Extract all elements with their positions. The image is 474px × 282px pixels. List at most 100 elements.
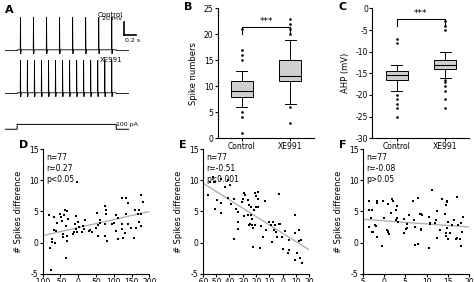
Point <box>61 213 68 217</box>
Point <box>78 230 86 235</box>
Y-axis label: AHP (mV): AHP (mV) <box>341 53 350 93</box>
Point <box>282 229 289 233</box>
Point <box>69 232 77 237</box>
Point <box>442 230 449 235</box>
Point <box>255 205 262 209</box>
Point <box>438 197 446 201</box>
Point <box>267 223 275 228</box>
Text: C: C <box>338 2 347 12</box>
Point <box>245 223 253 228</box>
Point <box>261 199 269 203</box>
Point <box>54 221 61 225</box>
Text: E: E <box>179 140 187 149</box>
Point <box>442 233 450 238</box>
Point <box>393 204 401 208</box>
Point <box>414 242 422 247</box>
Point <box>250 208 257 212</box>
Text: A: A <box>5 5 13 15</box>
Point <box>392 207 400 212</box>
Point <box>95 233 102 238</box>
Point <box>373 201 381 205</box>
Point <box>296 256 303 261</box>
Point <box>286 248 293 252</box>
Point <box>365 198 373 203</box>
Point <box>131 208 139 212</box>
Point <box>244 197 252 202</box>
Point <box>217 211 225 215</box>
Point <box>259 235 267 240</box>
Point <box>249 245 256 250</box>
Point <box>285 237 292 242</box>
Point <box>457 243 465 248</box>
Point <box>108 222 115 226</box>
Point <box>73 180 81 184</box>
Point <box>240 191 247 195</box>
Point <box>114 237 122 241</box>
Point <box>64 217 72 221</box>
Point <box>74 219 82 224</box>
Point <box>393 216 401 221</box>
Point <box>247 213 255 217</box>
Point <box>444 237 452 242</box>
Point <box>225 177 232 182</box>
Point <box>452 237 460 242</box>
Point <box>97 217 104 222</box>
Point <box>124 222 131 226</box>
Point <box>239 197 247 201</box>
Point <box>118 226 126 231</box>
Text: ***: *** <box>259 17 273 26</box>
Text: 20 mV: 20 mV <box>102 16 122 21</box>
PathPatch shape <box>386 71 408 80</box>
Point <box>275 222 283 227</box>
Point <box>118 222 126 227</box>
Point <box>284 251 292 255</box>
Point <box>122 195 130 200</box>
Point <box>458 230 465 234</box>
Point <box>387 210 394 215</box>
Point <box>49 237 56 242</box>
Y-axis label: # Spikes difference: # Spikes difference <box>14 170 23 253</box>
Point <box>48 240 56 245</box>
Point <box>57 215 65 219</box>
Point <box>262 228 269 232</box>
Point <box>257 224 264 229</box>
Text: ***: *** <box>414 9 428 18</box>
Point <box>135 207 143 212</box>
Point <box>450 218 458 222</box>
Point <box>367 216 375 220</box>
Point <box>388 197 396 201</box>
Text: D: D <box>19 140 28 149</box>
Text: n=77
r=0.27
p<0.05: n=77 r=0.27 p<0.05 <box>46 153 74 184</box>
Point <box>248 222 256 227</box>
Point <box>217 177 225 181</box>
Point <box>292 213 299 217</box>
Point <box>292 230 299 235</box>
Point <box>409 199 417 203</box>
Point <box>137 212 145 217</box>
Point <box>86 228 94 232</box>
Point <box>365 225 373 229</box>
Point <box>251 223 259 227</box>
Point <box>415 196 422 200</box>
Point <box>426 221 433 225</box>
Point <box>369 229 376 234</box>
Point <box>444 226 451 230</box>
Point <box>73 230 81 234</box>
Text: B: B <box>184 2 192 12</box>
Point <box>268 239 276 244</box>
Point <box>390 199 397 204</box>
Point <box>457 221 465 225</box>
Point <box>102 208 109 212</box>
Point <box>271 223 279 227</box>
Point <box>50 227 58 232</box>
Point <box>402 227 410 232</box>
Point <box>211 206 219 211</box>
Point <box>406 213 413 218</box>
Point <box>272 229 280 234</box>
Point <box>75 225 83 230</box>
Point <box>384 202 392 207</box>
Point <box>410 218 418 222</box>
Point <box>86 228 93 233</box>
Point <box>80 227 88 232</box>
Point <box>418 212 425 217</box>
